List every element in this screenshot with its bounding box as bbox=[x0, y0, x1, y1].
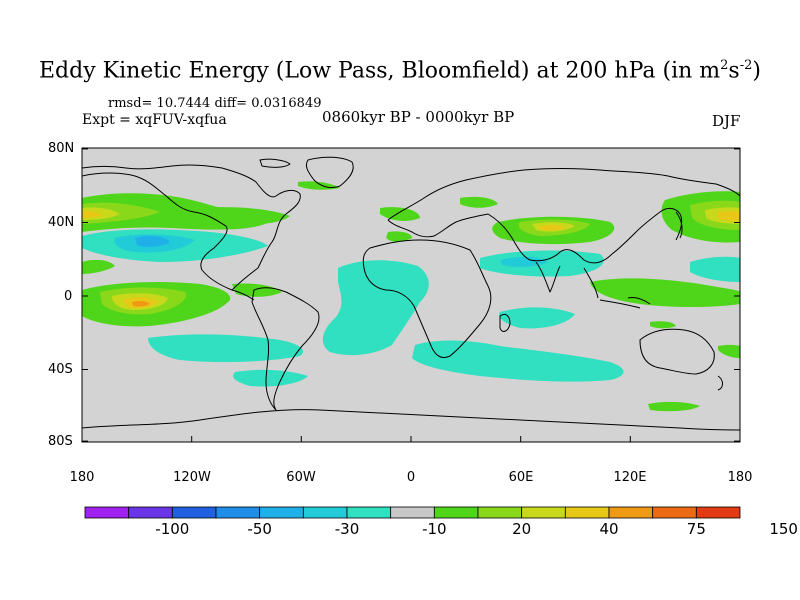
colorbar-label: 20 bbox=[512, 520, 532, 538]
colorbar-swatch bbox=[564, 506, 610, 519]
colorbar-swatch bbox=[390, 506, 435, 519]
colorbar-swatch bbox=[302, 506, 348, 519]
colorbar-swatch bbox=[346, 506, 392, 519]
colorbar-swatch bbox=[171, 506, 217, 519]
anomaly-region bbox=[148, 334, 304, 363]
map-title: Eddy Kinetic Energy (Low Pass, Bloomfiel… bbox=[39, 58, 761, 84]
coastlines bbox=[82, 156, 740, 431]
anomaly-region bbox=[540, 224, 566, 231]
colorbar-swatch bbox=[433, 506, 479, 519]
lon-label: 0 bbox=[406, 470, 416, 485]
colorbar-swatch bbox=[695, 506, 741, 519]
lat-ticks bbox=[82, 148, 740, 442]
lat-label: 0 bbox=[64, 289, 73, 304]
colorbar-swatch bbox=[521, 506, 566, 519]
anomaly-region bbox=[132, 300, 150, 307]
experiment-label: Expt = xqFUV-xqfua bbox=[82, 112, 227, 128]
colorbar-label: 150 bbox=[769, 520, 798, 538]
anomaly-region bbox=[718, 211, 740, 221]
anomaly-region bbox=[386, 231, 412, 242]
anomaly-region bbox=[200, 207, 290, 224]
colorbar-label: 75 bbox=[686, 520, 706, 538]
colorbar-swatch bbox=[608, 506, 654, 519]
colorbar-swatch bbox=[652, 506, 697, 519]
anomaly-region bbox=[233, 369, 308, 387]
lon-label: 120W bbox=[173, 470, 211, 485]
lat-label: 40N bbox=[48, 215, 75, 230]
colorbar-label: -100 bbox=[155, 520, 190, 538]
anomaly-field bbox=[82, 181, 740, 412]
colorbar-swatch bbox=[128, 506, 173, 519]
lat-label: 80S bbox=[48, 434, 73, 449]
lat-label: 40S bbox=[48, 362, 73, 377]
anomaly-region bbox=[500, 256, 548, 267]
stats-text: rmsd= 10.7444 diff= 0.0316849 bbox=[108, 96, 322, 111]
lon-label: 120E bbox=[613, 470, 647, 485]
anomaly-region bbox=[135, 235, 170, 247]
anomaly-region bbox=[460, 196, 498, 208]
colorbar-swatch bbox=[84, 506, 130, 519]
colorbar-label: -30 bbox=[334, 520, 360, 538]
colorbar-swatch bbox=[215, 506, 261, 519]
lon-ticks bbox=[81, 436, 741, 442]
anomaly-region bbox=[650, 321, 676, 329]
anomaly-region bbox=[380, 207, 420, 221]
anomaly-region bbox=[82, 259, 115, 274]
anomaly-region bbox=[82, 210, 102, 218]
lat-label: 80N bbox=[48, 141, 75, 156]
colorbar-swatch bbox=[259, 506, 304, 519]
anomaly-region bbox=[648, 401, 700, 412]
anomaly-region bbox=[499, 307, 575, 329]
colorbar bbox=[84, 506, 741, 519]
lon-label: 180 bbox=[69, 470, 95, 485]
lon-label: 60W bbox=[286, 470, 316, 485]
period-label: 0860kyr BP - 0000kyr BP bbox=[322, 108, 515, 126]
colorbar-swatch bbox=[477, 506, 523, 519]
colorbar-label: 40 bbox=[599, 520, 619, 538]
anomaly-region bbox=[412, 340, 624, 382]
anomaly-region bbox=[718, 344, 740, 358]
anomaly-region bbox=[322, 260, 429, 356]
anomaly-region bbox=[590, 278, 740, 307]
lon-label: 180 bbox=[727, 470, 753, 485]
anomaly-region bbox=[690, 256, 740, 282]
anomaly-region bbox=[232, 283, 282, 297]
colorbar-label: -50 bbox=[247, 520, 272, 538]
lon-label: 60E bbox=[508, 470, 534, 485]
colorbar-label: -10 bbox=[422, 520, 447, 538]
season-label: DJF bbox=[712, 112, 741, 130]
anomaly-region bbox=[82, 193, 270, 232]
